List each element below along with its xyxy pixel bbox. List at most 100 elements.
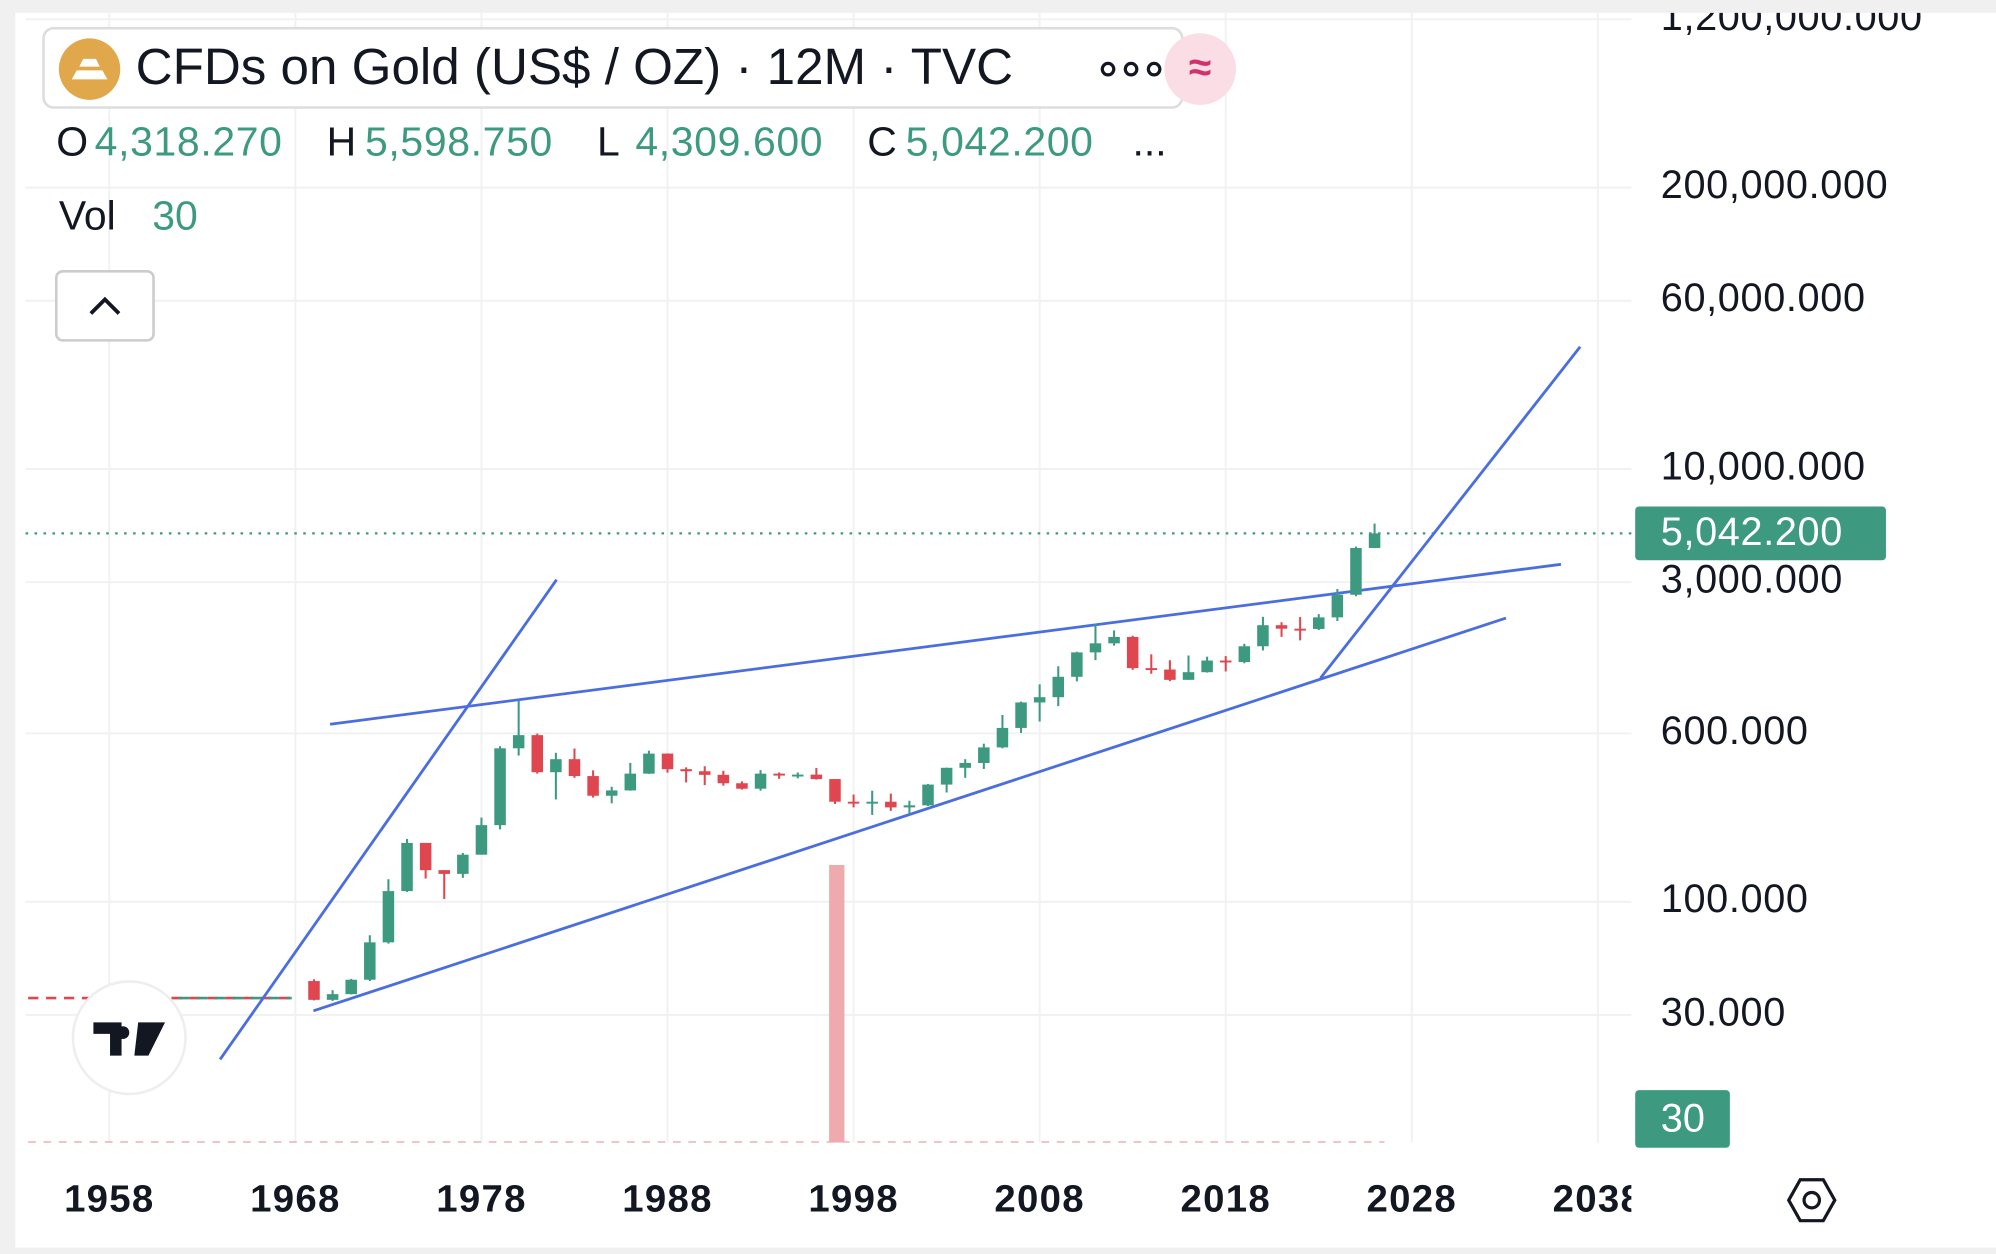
candle-body [531, 735, 544, 773]
candle-body [475, 825, 488, 855]
candle-body [643, 753, 655, 774]
candle-body [680, 769, 692, 772]
ohlc-value: 5,598.750 [365, 118, 553, 164]
volume-label: Vol [59, 193, 116, 239]
candle-body [754, 773, 767, 789]
logo-mark [93, 1022, 166, 1056]
y-tick-label: 600.000 [1661, 709, 1809, 753]
y-tick-label: 30.000 [1661, 990, 1786, 1034]
y-tick-label: 100.000 [1661, 877, 1809, 921]
candle-body [978, 747, 990, 763]
candle-body [1331, 594, 1344, 618]
more-dots[interactable] [1100, 61, 1162, 77]
y-tick-label: 1,200,000.000 [1661, 0, 1923, 39]
candle-body [1219, 660, 1232, 663]
last-price-badge [1635, 506, 1886, 561]
ohlc-key: H [327, 118, 357, 164]
candle-body [1108, 636, 1120, 644]
settings-icon [1802, 1190, 1822, 1210]
x-tick-label: 2008 [994, 1178, 1085, 1221]
candle-body [885, 801, 897, 808]
candle-body [1350, 547, 1362, 595]
ohlc-value: 5,042.200 [906, 118, 1094, 164]
candles [308, 523, 1381, 1001]
candle-body [1294, 628, 1306, 631]
candle-body [550, 759, 562, 773]
candle-body [736, 783, 748, 789]
x-tick-label: 1968 [250, 1178, 341, 1221]
ohlc-key: O [56, 118, 88, 164]
candle-body [829, 779, 841, 802]
candle-body [308, 981, 320, 1000]
candle-body [940, 767, 953, 785]
candle-body [1182, 672, 1195, 680]
candle-body [1257, 625, 1269, 647]
x-tick-label: 2028 [1367, 1178, 1458, 1221]
x-tick-label: 1978 [436, 1178, 527, 1221]
candle-body [996, 727, 1009, 748]
candle-body [438, 870, 450, 874]
x-tick-label: 1998 [808, 1178, 898, 1221]
ohlc-key: L [597, 118, 620, 164]
y-tick-label: 3,000.000 [1661, 558, 1843, 602]
settings-button[interactable] [1786, 1178, 1837, 1223]
candle-body [364, 942, 376, 980]
last-price-label: 5,042.200 [1661, 510, 1843, 554]
candle-body [624, 773, 637, 791]
logo[interactable] [71, 980, 187, 1096]
candle-body [1238, 646, 1251, 663]
volume-bar [829, 864, 845, 1143]
candle-body [1201, 660, 1213, 673]
candle-body [1368, 533, 1381, 548]
ohlc-key: C [867, 118, 897, 164]
candle-body [1089, 643, 1102, 653]
y-tick-label: 200,000.000 [1661, 163, 1889, 207]
ohlc-legend: O 4,318.270 H 5,598.750 L 4,309.600 C 5,042.200… [56, 118, 1166, 164]
candle-body [568, 759, 581, 777]
y-tick-label: 10,000.000 [1661, 445, 1866, 489]
market-status-icon: ≈ [1189, 44, 1211, 90]
collapse-button[interactable] [55, 270, 155, 342]
candle-body [1126, 636, 1139, 669]
candle-body [494, 748, 506, 826]
bottom-edge [0, 1247, 1996, 1254]
candle-body [345, 979, 357, 995]
candle-body [717, 774, 730, 784]
symbol-icon [58, 38, 121, 100]
x-tick-label: 2038 [1553, 1178, 1644, 1221]
candle-body [401, 842, 413, 892]
candle-body [903, 805, 916, 808]
candle-body [847, 801, 860, 804]
volume-badge-label: 30 [1661, 1096, 1705, 1140]
x-tick-label: 1958 [64, 1178, 155, 1221]
candle-body [792, 774, 804, 777]
trend-line [218, 578, 558, 1061]
candle-body [1015, 702, 1027, 728]
candle-body [605, 790, 618, 796]
market-status[interactable] [1164, 33, 1236, 105]
candle-body [457, 854, 469, 874]
candle-body [810, 774, 823, 780]
candle-body [1052, 676, 1065, 698]
candle-body [1275, 625, 1288, 629]
ohlc-value: 4,318.270 [95, 118, 283, 164]
candle-body [382, 891, 395, 943]
candle-body [1312, 617, 1325, 629]
x-tick-label: 1988 [622, 1178, 713, 1221]
ohlc-more: ... [1132, 118, 1166, 164]
candle-body [1164, 669, 1176, 680]
candle-body [587, 776, 599, 796]
candle-body [959, 762, 971, 768]
candle-body [661, 753, 674, 770]
x-tick-label: 2018 [1180, 1178, 1270, 1221]
chart-background [15, 12, 1996, 1248]
candle-body [773, 773, 785, 776]
candle-body [1145, 668, 1158, 671]
chart-title: CFDs on Gold (US$ / OZ) · 12M · TVC [136, 38, 1013, 95]
candle-body [1071, 652, 1083, 677]
candle-body [512, 735, 525, 749]
trend-line [313, 616, 1507, 1013]
collapse-icon [89, 296, 121, 315]
